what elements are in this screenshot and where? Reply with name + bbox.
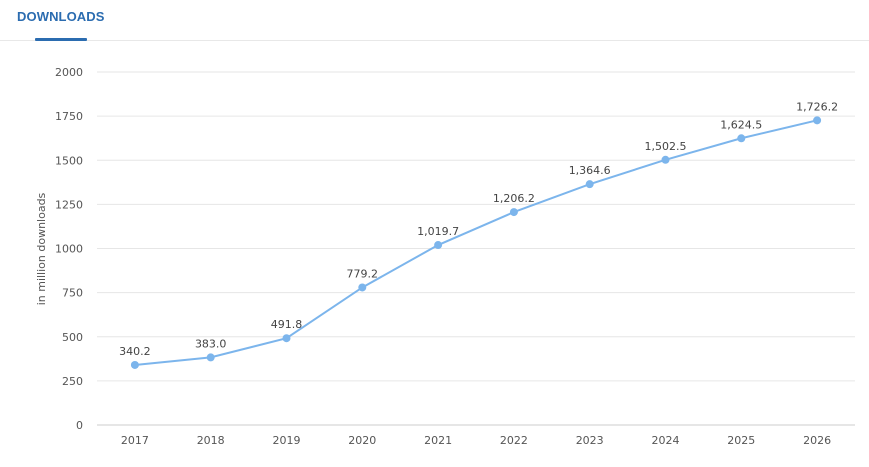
data-label: 1,726.2	[796, 100, 838, 113]
tab-downloads[interactable]: DOWNLOADS	[17, 9, 105, 24]
x-tick-label: 2024	[652, 434, 680, 447]
data-label: 340.2	[119, 345, 151, 358]
y-tick-label: 250	[62, 375, 83, 388]
y-tick-label: 500	[62, 331, 83, 344]
data-point[interactable]	[358, 283, 367, 292]
data-point[interactable]	[130, 360, 139, 369]
x-tick-label: 2025	[727, 434, 755, 447]
data-point[interactable]	[509, 208, 518, 217]
y-axis-ticks: 0 250 500 750 1000 1250 1500 1750 2000	[55, 66, 83, 432]
x-tick-label: 2020	[348, 434, 376, 447]
data-label: 1,364.6	[569, 164, 611, 177]
tab-active-indicator	[35, 38, 87, 41]
data-point[interactable]	[661, 155, 670, 164]
series-line	[134, 119, 818, 366]
data-label: 491.8	[271, 318, 303, 331]
tab-bar: DOWNLOADS	[0, 0, 869, 41]
data-labels: 340.2 383.0 491.8 779.2 1,019.7 1,206.2 1,364.…	[119, 100, 838, 358]
data-point[interactable]	[737, 134, 746, 143]
data-point[interactable]	[206, 353, 215, 362]
x-tick-label: 2026	[803, 434, 831, 447]
data-label: 779.2	[347, 267, 379, 280]
y-tick-label: 2000	[55, 66, 83, 79]
data-label: 383.0	[195, 337, 227, 350]
x-tick-label: 2017	[121, 434, 149, 447]
data-label: 1,624.5	[720, 118, 762, 131]
y-tick-label: 1750	[55, 110, 83, 123]
series-downloads	[130, 116, 822, 369]
y-tick-label: 0	[76, 419, 83, 432]
x-axis-ticks: 2017 2018 2019 2020 2021 2022 2023 2024 2025 2026	[121, 434, 831, 447]
y-tick-label: 1500	[55, 154, 83, 167]
y-tick-label: 750	[62, 287, 83, 300]
y-tick-label: 1000	[55, 243, 83, 256]
x-tick-label: 2022	[500, 434, 528, 447]
x-tick-label: 2021	[424, 434, 452, 447]
x-tick-label: 2023	[576, 434, 604, 447]
data-point[interactable]	[585, 180, 594, 189]
data-label: 1,502.5	[645, 140, 687, 153]
y-axis-label: in million downloads	[35, 192, 48, 305]
gridlines	[97, 71, 855, 426]
data-point[interactable]	[813, 116, 822, 125]
data-point[interactable]	[434, 241, 443, 250]
data-label: 1,206.2	[493, 192, 535, 205]
x-tick-label: 2019	[273, 434, 301, 447]
y-tick-label: 1250	[55, 198, 83, 211]
data-point[interactable]	[282, 334, 291, 343]
data-label: 1,019.7	[417, 225, 459, 238]
x-tick-label: 2018	[197, 434, 225, 447]
